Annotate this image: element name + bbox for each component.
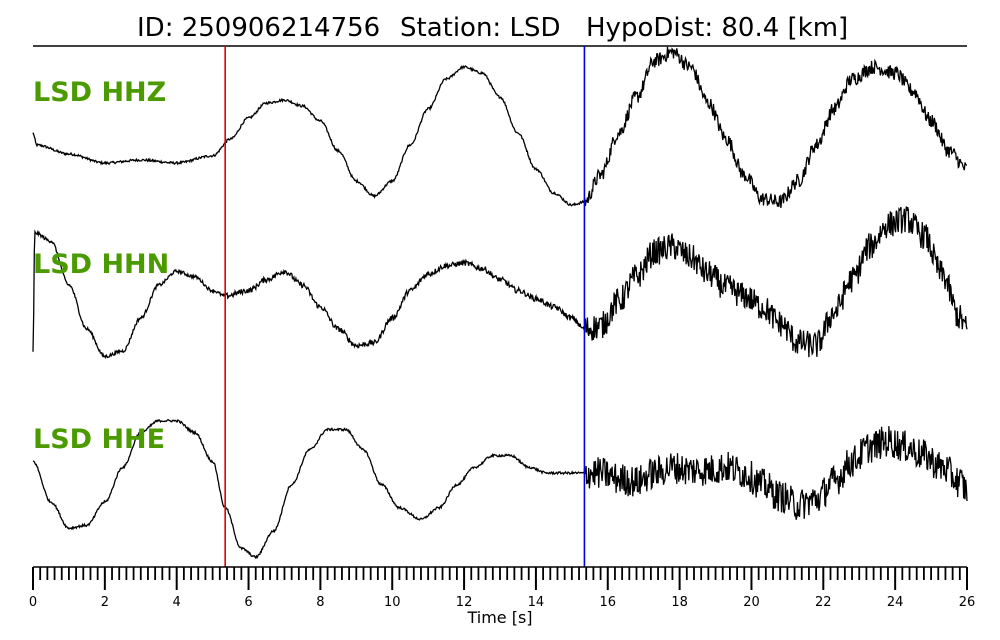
- tick-label: 10: [384, 595, 401, 610]
- tick-label: 24: [887, 595, 904, 610]
- channel-label-lsd-hhz: LSD HHZ: [33, 77, 166, 108]
- tick-label: 0: [29, 595, 37, 610]
- x-axis-tick-labels: 0 2 4 6 8 10 12 14 16 18 20 22 24 26: [29, 595, 975, 610]
- tick-label: 4: [173, 595, 181, 610]
- waveform-traces: [32, 46, 968, 560]
- x-axis: 0 2 4 6 8 10 12 14 16 18 20 22 24 26 Time [s]: [29, 566, 975, 627]
- tick-label: 18: [671, 595, 688, 610]
- title-event-id: ID: 250906214756: [137, 13, 380, 43]
- trace-lsd-hhn: [32, 206, 968, 360]
- x-axis-label: Time [s]: [466, 608, 532, 627]
- x-axis-ticks: [32, 567, 968, 590]
- title-station: Station: LSD: [400, 13, 560, 43]
- tick-label: 22: [815, 595, 832, 610]
- channel-labels: LSD HHZ LSD HHN LSD HHE: [33, 77, 169, 455]
- tick-label: 20: [743, 595, 760, 610]
- tick-label: 26: [959, 595, 976, 610]
- tick-label: 2: [101, 595, 109, 610]
- tick-label: 14: [528, 595, 545, 610]
- title-hypodist: HypoDist: 80.4 [km]: [586, 13, 848, 43]
- phase-markers: [224, 46, 586, 567]
- trace-lsd-hhz: [32, 46, 967, 209]
- trace-lsd-hhe: [32, 418, 968, 560]
- channel-label-lsd-hhn: LSD HHN: [33, 249, 169, 280]
- tick-label: 12: [456, 595, 473, 610]
- channel-label-lsd-hhe: LSD HHE: [33, 424, 165, 455]
- tick-label: 8: [316, 595, 324, 610]
- tick-label: 6: [244, 595, 252, 610]
- tick-label: 16: [599, 595, 616, 610]
